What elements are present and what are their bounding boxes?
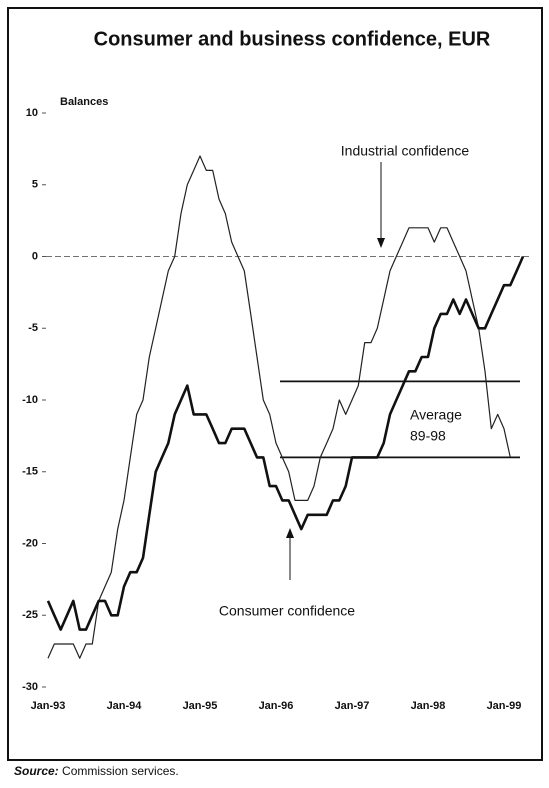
source: Source: Commission services. <box>14 764 179 778</box>
chart-title: Consumer and business confidence, EUR <box>94 28 491 50</box>
x-tick-label: Jan-93 <box>31 700 66 712</box>
y-tick-label: -25 <box>22 609 38 621</box>
annotation: Consumer confidence <box>219 603 355 619</box>
y-tick-label: -10 <box>22 394 38 406</box>
arrowhead <box>377 238 385 248</box>
x-tick-label: Jan-99 <box>487 700 522 712</box>
series-line <box>46 255 525 631</box>
arrowhead <box>286 528 294 538</box>
source-text: Commission services. <box>62 764 179 778</box>
source-label: Source: <box>14 764 59 778</box>
x-tick-label: Jan-96 <box>259 700 294 712</box>
y-tick-label: -20 <box>22 537 38 549</box>
y-axis-label: Balances <box>60 96 108 108</box>
x-tick-label: Jan-98 <box>411 700 446 712</box>
frame <box>7 7 543 761</box>
x-tick-label: Jan-94 <box>107 700 143 712</box>
y-tick-label: -5 <box>28 322 38 334</box>
x-tick-label: Jan-95 <box>183 700 218 712</box>
y-tick-label: 10 <box>26 107 38 119</box>
x-tick-label: Jan-97 <box>335 700 370 712</box>
annotation: Industrial confidence <box>341 143 470 159</box>
y-tick-label: -15 <box>22 466 38 478</box>
y-tick-label: -30 <box>22 681 38 693</box>
annotation: Average <box>410 407 462 423</box>
y-tick-label: 0 <box>32 250 38 262</box>
annotation: 89-98 <box>410 428 446 444</box>
y-tick-label: 5 <box>32 179 38 191</box>
series-line <box>47 155 511 659</box>
